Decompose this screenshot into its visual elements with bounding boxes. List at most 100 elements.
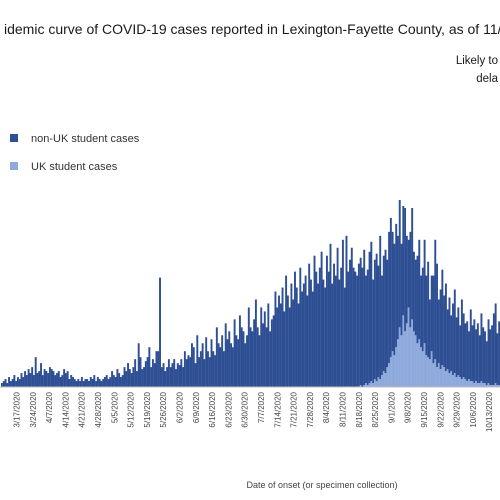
bar-uk-student [492, 385, 495, 387]
bar-non-uk-student [100, 381, 103, 387]
bar-uk-student [427, 357, 430, 387]
bar-non-uk-student [89, 377, 92, 387]
bar-non-uk-student [40, 363, 42, 387]
bar-non-uk-student [2, 381, 5, 387]
bar-non-uk-student [22, 377, 25, 387]
bar-non-uk-student [313, 255, 316, 387]
bar-uk-student [482, 383, 485, 387]
x-tick-label: 5/19/2020 [143, 391, 152, 427]
bar-uk-student [498, 385, 500, 387]
bar-non-uk-student [141, 369, 144, 387]
bar-non-uk-student [370, 241, 373, 382]
bar-non-uk-student [379, 235, 382, 380]
bar-non-uk-student [317, 283, 320, 387]
bar-uk-student [436, 367, 438, 387]
bar-non-uk-student [86, 379, 89, 387]
bar-uk-student [491, 385, 494, 387]
bar-non-uk-student [183, 351, 186, 387]
bar-non-uk-student [32, 375, 35, 387]
bar-non-uk-student [301, 291, 304, 387]
bar-non-uk-student [9, 381, 12, 387]
bar-non-uk-student [425, 275, 428, 356]
bar-non-uk-student [221, 335, 224, 387]
bar-non-uk-student [57, 371, 60, 387]
bar-uk-student [388, 363, 391, 387]
bar-uk-student [418, 339, 421, 387]
bar-uk-student [450, 371, 453, 387]
bar-non-uk-student [478, 335, 481, 384]
bar-non-uk-student [176, 363, 179, 387]
bar-non-uk-student [325, 255, 328, 387]
bar-uk-student [373, 379, 376, 387]
x-tick-label: 9/29/2020 [453, 391, 462, 427]
bar-non-uk-student [405, 235, 408, 324]
bar-non-uk-student [125, 371, 128, 387]
bar-non-uk-student [334, 275, 337, 387]
bar-non-uk-student [201, 343, 204, 387]
bar-non-uk-student [166, 367, 169, 387]
bar-non-uk-student [70, 375, 73, 387]
bar-uk-student [423, 343, 426, 387]
bar-non-uk-student [228, 331, 231, 387]
bar-non-uk-student [407, 239, 410, 308]
bar-non-uk-student [73, 379, 76, 387]
bar-non-uk-student [153, 363, 156, 387]
bar-non-uk-student [231, 347, 234, 387]
bar-non-uk-student [315, 271, 318, 387]
bar-non-uk-student [286, 295, 289, 387]
bar-non-uk-student [420, 275, 423, 348]
bar-uk-student [455, 377, 458, 387]
bar-non-uk-student [198, 357, 201, 387]
bar-non-uk-student [373, 259, 376, 380]
bar-uk-student [404, 331, 407, 387]
bar-non-uk-student [322, 279, 325, 387]
bar-non-uk-student [318, 267, 321, 387]
bar-non-uk-student [56, 373, 58, 387]
bar-non-uk-student [27, 369, 30, 387]
bar-non-uk-student [182, 367, 185, 387]
bar-non-uk-student [476, 323, 479, 384]
x-tick-label: 6/16/2020 [208, 391, 217, 427]
bar-non-uk-student [139, 357, 142, 387]
bar-uk-student [464, 379, 467, 387]
x-tick-label: 4/21/2020 [78, 391, 87, 427]
legend-swatch-non-uk [10, 134, 18, 142]
bar-non-uk-student [72, 377, 74, 387]
bar-non-uk-student [444, 283, 447, 372]
bar-uk-student [425, 355, 428, 387]
bar-uk-student [409, 327, 412, 387]
bar-non-uk-student [446, 309, 449, 370]
bar-non-uk-student [210, 339, 213, 387]
bar-non-uk-student [468, 331, 470, 380]
bar-uk-student [421, 351, 424, 387]
bar-non-uk-student [148, 347, 151, 387]
bar-non-uk-student [180, 359, 183, 387]
bar-non-uk-student [185, 359, 188, 387]
bar-non-uk-student [203, 359, 206, 387]
bar-non-uk-student [130, 373, 133, 387]
bar-non-uk-student [336, 247, 339, 387]
bar-non-uk-student [95, 381, 98, 387]
bar-non-uk-student [297, 303, 300, 387]
bar-non-uk-student [80, 377, 83, 387]
x-tick-label: 9/1/2020 [387, 391, 396, 423]
bar-non-uk-student [128, 369, 131, 387]
bar-non-uk-student [246, 335, 248, 387]
bar-uk-student [457, 375, 460, 387]
bar-non-uk-student [251, 331, 254, 387]
bar-non-uk-student [453, 289, 456, 374]
bar-non-uk-student [178, 365, 181, 387]
x-tick-label: 5/26/2020 [159, 391, 168, 427]
x-tick-label: 10/6/2020 [469, 391, 478, 427]
bar-uk-student [430, 351, 433, 387]
bar-non-uk-student [414, 259, 417, 336]
bar-non-uk-student [295, 287, 298, 387]
bar-non-uk-student [389, 217, 392, 358]
bar-non-uk-student [302, 283, 305, 387]
bar-non-uk-student [263, 311, 266, 387]
bar-non-uk-student [47, 373, 50, 387]
bar-non-uk-student [52, 371, 55, 387]
bar-non-uk-student [151, 359, 154, 387]
bar-uk-student [384, 373, 387, 387]
